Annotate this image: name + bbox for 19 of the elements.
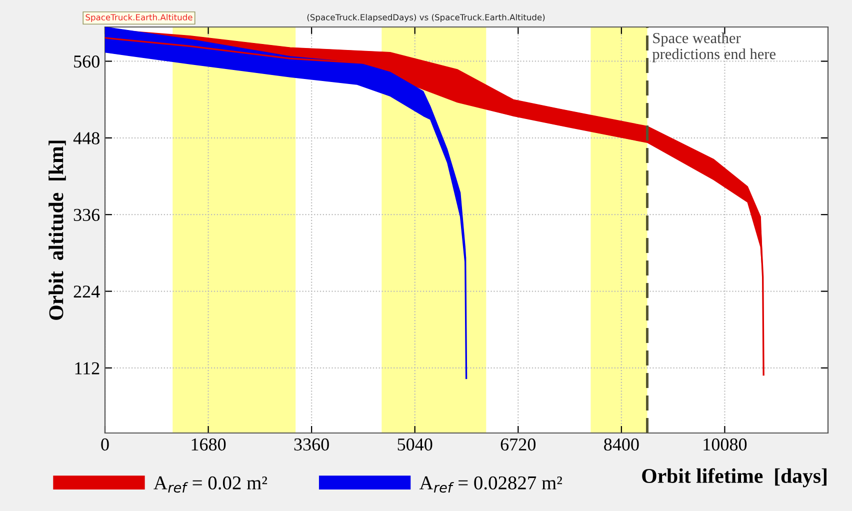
y-tick-label: 336 <box>74 208 100 222</box>
x-tick-label: 6720 <box>500 438 536 451</box>
text: SpaceTruck.Earth.Altitude <box>86 14 192 22</box>
y-tick-label: 112 <box>75 362 100 374</box>
x-axis-title: Orbit lifetime [days] <box>642 468 826 488</box>
x-tick-label: 5040 <box>398 438 432 451</box>
legend-label: A$_{ref}$ = 0.02827 m² <box>419 476 562 493</box>
y-tick-label: 448 <box>73 132 100 144</box>
ref-line-label: Space weather predictions end here <box>652 32 776 62</box>
y-axis-title: Orbit altitude [km] <box>48 140 66 320</box>
legend-label: A$_{ref}$ = 0.02 m² <box>154 476 268 493</box>
chart-title: (SpaceTruck.ElapsedDays) vs (SpaceTruck.Earth.Altitude) <box>307 14 545 22</box>
x-tick-label: 10080 <box>704 438 747 451</box>
x-tick-label: 1680 <box>192 438 226 451</box>
x-tick-label: 8400 <box>604 438 639 451</box>
y-tick-label: 224 <box>74 286 100 298</box>
y-tick-label: 560 <box>74 55 100 68</box>
x-tick-label: 0 <box>101 438 109 451</box>
x-tick-label: 3360 <box>294 438 329 451</box>
